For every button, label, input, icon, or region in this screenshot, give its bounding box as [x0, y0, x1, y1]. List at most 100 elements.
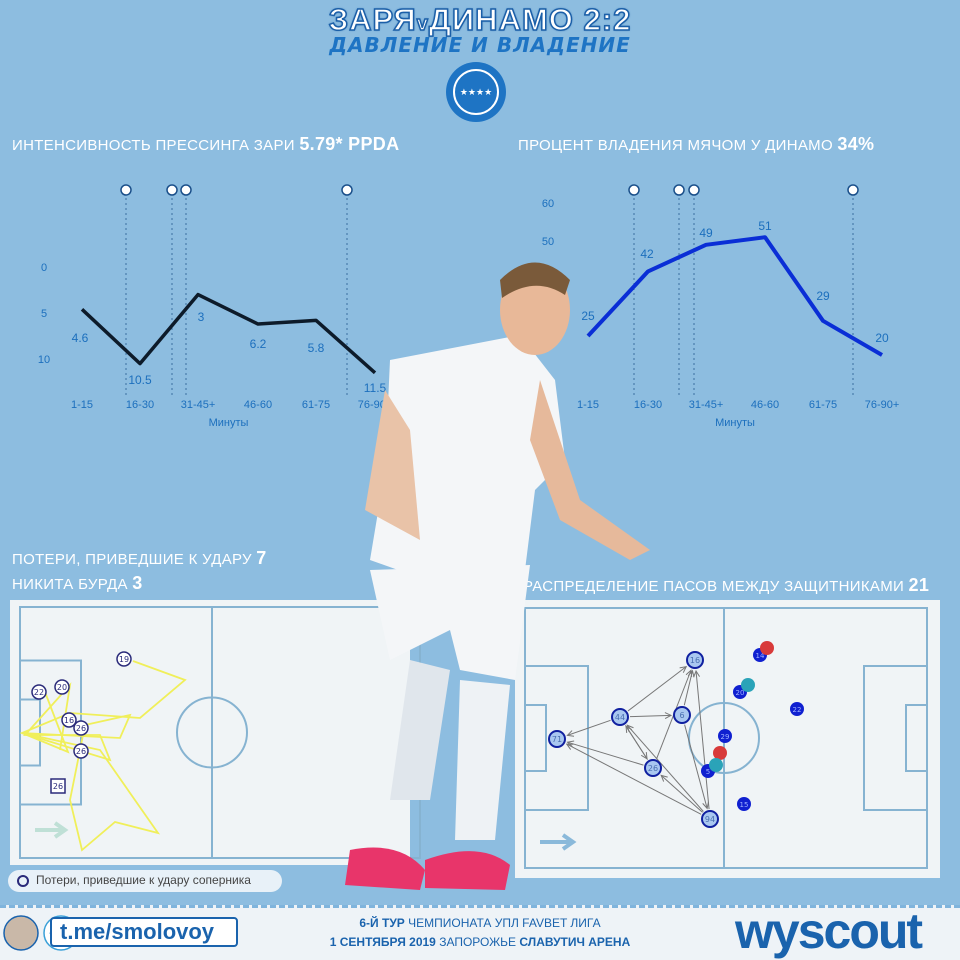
- defender-node: [611, 708, 629, 726]
- pass-arrow: [627, 666, 687, 712]
- data-label: 3: [198, 310, 205, 324]
- substitution-marker-icon: [709, 758, 723, 772]
- y-tick-label: 60: [542, 198, 554, 210]
- data-label: 25: [581, 309, 595, 323]
- goal-ball-icon: [673, 184, 685, 196]
- x-axis-label: Минуты: [209, 417, 249, 429]
- loss-marker: [73, 720, 89, 736]
- x-tick-label: 1-15: [71, 399, 93, 411]
- pass-arrowhead-icon: [702, 801, 709, 810]
- x-tick-label: 61-75: [809, 399, 837, 411]
- loss-marker-number: 26: [76, 747, 86, 756]
- pass-arrowhead-icon: [566, 730, 575, 737]
- data-label: 51: [758, 219, 772, 233]
- opponent-number: 22: [793, 706, 802, 714]
- legend-circle-icon: [17, 875, 29, 887]
- pass-arrowhead-icon: [693, 669, 701, 678]
- loss-path: [21, 691, 161, 852]
- home-team: ЗАРЯ: [328, 1, 417, 38]
- pass-arrowhead-icon: [685, 669, 693, 677]
- six-yard-box: [905, 704, 928, 772]
- loss-marker-number: 19: [119, 655, 129, 664]
- telegram-link[interactable]: t.me/smolovoy: [50, 917, 238, 947]
- pass-arrow: [660, 774, 703, 813]
- loss-marker-number: 20: [57, 683, 67, 692]
- pressing-heading: ИНТЕНСИВНОСТЬ ПРЕССИНГА ЗАРИ 5.79* PPDA: [12, 134, 400, 154]
- data-label: 4.6: [72, 331, 89, 345]
- goal-ball-icon: [628, 184, 640, 196]
- defender-number: 16: [690, 656, 700, 665]
- opponent-number: 15: [740, 801, 749, 809]
- loss-path: [19, 660, 187, 762]
- loss-marker-number: 26: [76, 724, 86, 733]
- goal-ball-icon: [166, 184, 178, 196]
- defender-node: [701, 810, 719, 828]
- y-tick-label: 50: [542, 236, 554, 248]
- loss-marker: [54, 679, 70, 695]
- x-tick-label: 1-15: [577, 399, 599, 411]
- opponent-number: 29: [721, 733, 730, 741]
- data-label: 29: [816, 289, 830, 303]
- loss-marker-number: 16: [64, 716, 74, 725]
- data-label: 42: [640, 247, 654, 261]
- pass-arrow: [567, 719, 611, 736]
- x-tick-label: 31-45+: [181, 399, 216, 411]
- loss-marker-number: 26: [53, 782, 63, 791]
- opponent-node: [790, 702, 804, 716]
- x-tick-label: 31-45+: [689, 399, 724, 411]
- losses-heading: ПОТЕРИ, ПРИВЕДШИЕ К УДАРУ 7: [12, 548, 267, 568]
- goal-ball-icon: [120, 184, 132, 196]
- opponent-node: [737, 797, 751, 811]
- pass-arrowhead-icon: [640, 752, 648, 760]
- charts: 0 5 10 4.6 10.5 3 6.2 5.8 11.5 1-15 16-30 31-45+ 46-…: [38, 184, 899, 429]
- opponent-number: 20: [736, 689, 745, 697]
- away-team-score: ДИНАМО 2:2: [428, 1, 632, 38]
- subtitle: ДАВЛЕНИЕ И ВЛАДЕНИЕ: [329, 33, 631, 57]
- goal-ball-icon: [180, 184, 192, 196]
- direction-arrow-icon: [540, 833, 577, 851]
- loss-marker: [61, 712, 77, 728]
- losses-legend: Потери, приведшие к удару соперника: [8, 870, 282, 892]
- y-tick-label: 10: [38, 354, 50, 366]
- defender-node: [686, 651, 704, 669]
- yellow-card-red-marker-icon: [760, 641, 774, 655]
- goal-ball-icon: [341, 184, 353, 196]
- center-circle: [176, 696, 248, 769]
- center-circle: [688, 702, 760, 774]
- pass-arrowhead-icon: [565, 743, 574, 750]
- pass-arrowhead-icon: [679, 665, 688, 673]
- loss-marker: [31, 684, 47, 700]
- footer-round: 6-Й ТУР ЧЕМПИОНАТА УПЛ FAVBET ЛИГА: [359, 916, 601, 930]
- y-tick-label: 5: [41, 308, 47, 320]
- opponent-number: 14: [756, 652, 765, 660]
- player-photo: [345, 262, 650, 890]
- yellow-card-red-marker-icon: [713, 746, 727, 760]
- league-logo: ★★★★: [446, 62, 506, 122]
- substitution-marker-icon: [741, 678, 755, 692]
- data-label: 49: [699, 226, 713, 240]
- opponent-number: 5: [706, 768, 710, 776]
- six-yard-box: [524, 704, 547, 772]
- defender-number: 26: [648, 764, 658, 773]
- defender-node: [644, 759, 662, 777]
- direction-arrow-icon: [35, 821, 69, 839]
- pass-arrowhead-icon: [660, 774, 668, 782]
- loss-marker-number: 22: [34, 688, 44, 697]
- pass-arrowhead-icon: [664, 712, 673, 719]
- data-label: 5.8: [308, 341, 325, 355]
- versus: v: [416, 12, 429, 36]
- defender-number: 44: [615, 713, 625, 722]
- pass-arrow: [626, 724, 704, 812]
- x-tick-label: 46-60: [244, 399, 272, 411]
- defender-number: 71: [552, 735, 562, 744]
- y-tick-label: 0: [41, 262, 47, 274]
- possession-value: 34%: [837, 134, 875, 154]
- pass-arrow: [695, 670, 710, 810]
- data-label: 10.5: [128, 373, 152, 387]
- opponent-node: [718, 729, 732, 743]
- defender-number: 94: [705, 815, 715, 824]
- player-losses-heading: НИКИТА БУРДА 3: [12, 573, 143, 593]
- pass-arrowhead-icon: [626, 724, 634, 732]
- x-tick-label: 61-75: [302, 399, 330, 411]
